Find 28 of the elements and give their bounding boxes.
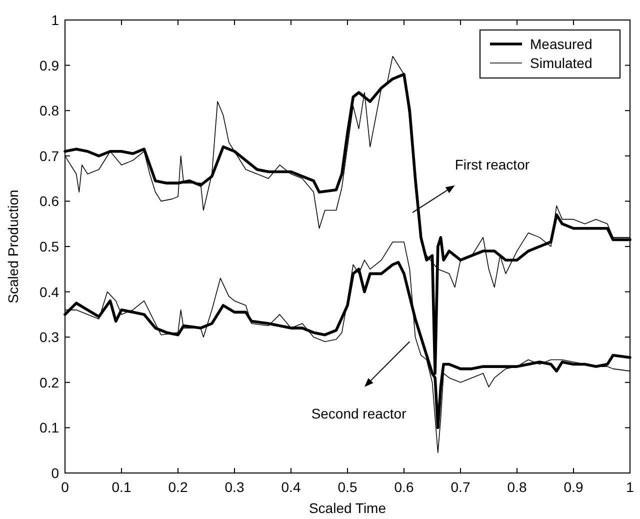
y-tick-label: 0.8 [40, 102, 60, 119]
x-axis-title: Scaled Time [308, 500, 386, 516]
x-tick-label: 0.8 [507, 479, 527, 495]
x-tick-label: 0.2 [168, 479, 188, 495]
x-tick-label: 1 [626, 479, 634, 495]
x-tick-label: 0.1 [112, 479, 132, 495]
x-tick-label: 0.6 [394, 479, 414, 495]
annotation: Second reactor [311, 406, 407, 422]
y-tick-label: 0.5 [40, 238, 60, 254]
y-axis-title: Scaled Production [5, 190, 21, 304]
x-tick-label: 0.5 [338, 479, 358, 495]
x-tick-label: 0.7 [450, 479, 470, 495]
legend-label: Measured [530, 36, 592, 52]
x-tick-label: 0.9 [564, 479, 584, 495]
y-tick-label: 1 [51, 12, 60, 28]
y-tick-label: 0.7 [40, 148, 60, 164]
x-tick-label: 0 [61, 479, 70, 495]
y-tick-label: 0 [51, 465, 60, 481]
x-tick-label: 0.4 [281, 479, 301, 495]
y-tick-label: 0.9 [40, 57, 60, 74]
legend-label: Simulated [530, 55, 592, 71]
y-tick-label: 0.4 [40, 284, 60, 300]
y-tick-label: 0.6 [40, 193, 60, 210]
x-tick-label: 0.3 [224, 479, 244, 495]
y-tick-label: 0.3 [40, 329, 60, 346]
annotation: First reactor [454, 156, 530, 172]
y-tick-label: 0.1 [40, 420, 60, 436]
y-tick-label: 0.2 [40, 374, 60, 390]
